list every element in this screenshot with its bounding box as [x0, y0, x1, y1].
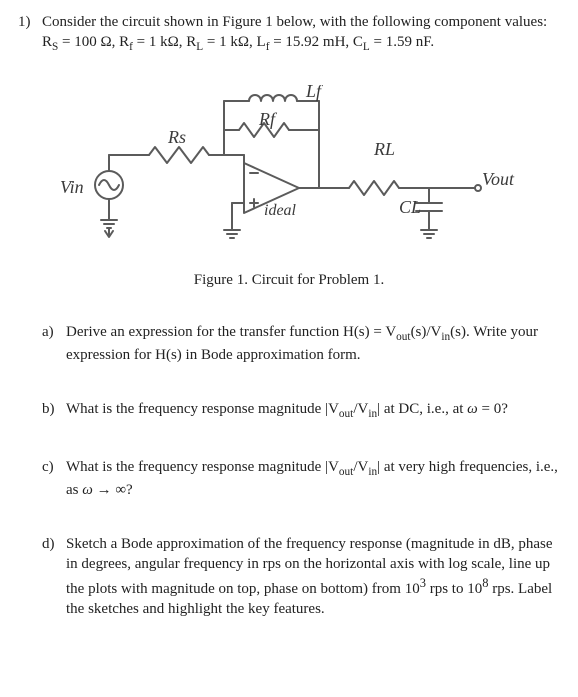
subpart-text-a: Derive an expression for the transfer fu… — [66, 322, 560, 365]
circuit-figure: Vin Rs Rf Lf RL CL Vout ideal — [18, 85, 560, 251]
label-lf: Lf — [305, 85, 324, 101]
label-rf: Rf — [258, 109, 278, 129]
circuit-svg: Vin Rs Rf Lf RL CL Vout ideal — [54, 85, 524, 245]
subpart-label-c: c) — [42, 457, 66, 500]
label-vout: Vout — [482, 169, 515, 189]
problem-intro: Consider the circuit shown in Figure 1 b… — [42, 12, 560, 55]
figure-caption: Figure 1. Circuit for Problem 1. — [18, 270, 560, 290]
label-ideal: ideal — [264, 202, 297, 219]
label-rs: Rs — [167, 127, 186, 147]
subpart-label-a: a) — [42, 322, 66, 365]
subpart-text-d: Sketch a Bode approximation of the frequ… — [66, 534, 560, 619]
label-cl: CL — [399, 197, 421, 217]
problem-number: 1) — [18, 12, 42, 55]
label-vin: Vin — [60, 177, 84, 197]
subpart-text-c: What is the frequency response magnitude… — [66, 457, 560, 500]
subpart-label-b: b) — [42, 399, 66, 422]
subpart-text-b: What is the frequency response magnitude… — [66, 399, 560, 422]
label-rl: RL — [373, 139, 395, 159]
subpart-label-d: d) — [42, 534, 66, 619]
